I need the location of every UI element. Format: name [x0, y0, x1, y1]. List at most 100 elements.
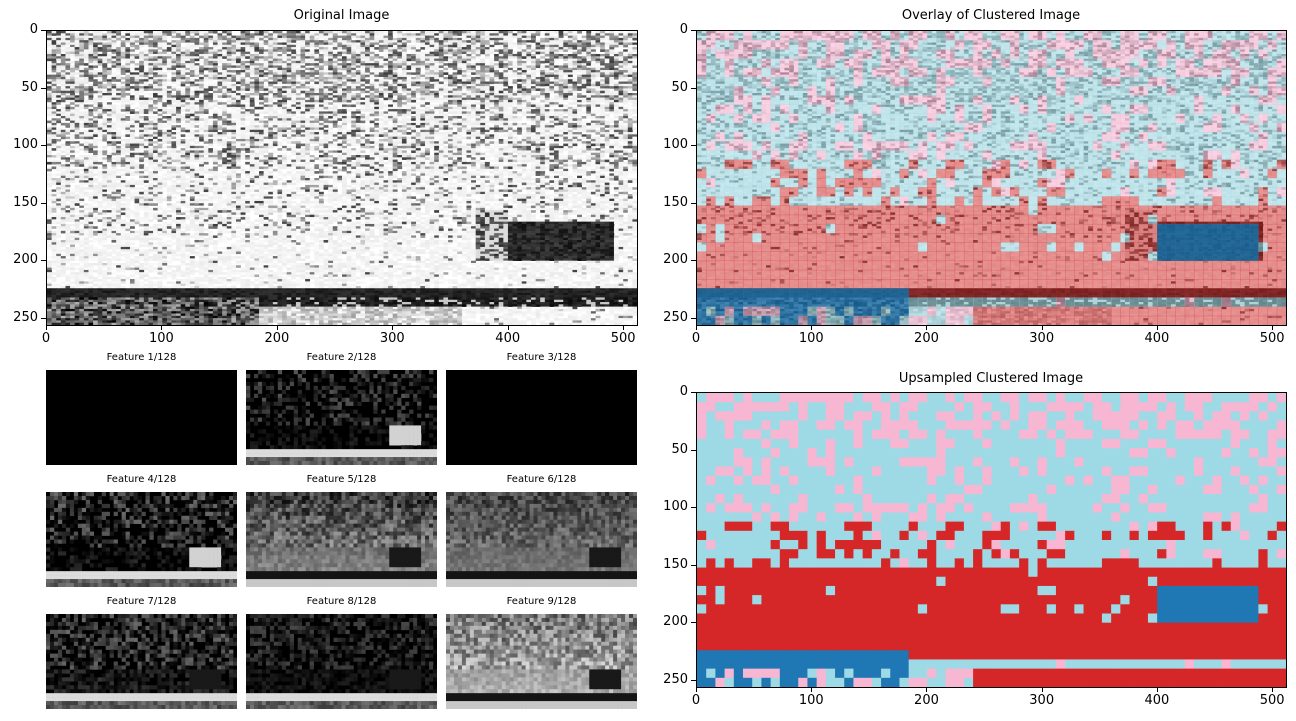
original-image-cell — [148, 113, 154, 117]
original-image-cell — [263, 97, 269, 101]
original-image-cell — [217, 51, 223, 55]
original-image-cell — [337, 53, 343, 57]
original-image-cell — [318, 70, 324, 73]
original-image-cell — [517, 115, 523, 119]
original-image-cell — [365, 37, 370, 41]
original-image-cell — [494, 99, 500, 103]
original-image-cell — [199, 56, 205, 59]
original-image-cell — [540, 109, 546, 112]
original-image-cell — [189, 51, 195, 55]
original-image-cell — [212, 104, 218, 108]
original-image-cell — [332, 120, 338, 124]
original-image-cell — [305, 120, 311, 124]
original-image-cell — [222, 47, 228, 50]
original-image-cell — [627, 70, 633, 73]
original-image-cell — [194, 113, 200, 117]
original-image-cell — [434, 53, 440, 57]
original-image-cell — [47, 51, 52, 55]
original-image-cell — [249, 129, 255, 133]
original-image-cell — [369, 93, 375, 96]
original-image-cell — [171, 93, 177, 96]
original-image-cell — [162, 31, 168, 34]
original-image-cell — [93, 31, 99, 34]
original-image-cell — [623, 109, 629, 112]
original-image-cell — [604, 95, 610, 98]
original-image-cell — [355, 74, 361, 78]
original-image-cell — [323, 95, 329, 98]
original-image-cell — [240, 97, 246, 101]
original-image-cell — [309, 58, 315, 62]
original-image-cell — [554, 53, 559, 57]
original-image-cell — [406, 74, 412, 78]
original-image-cell — [208, 72, 214, 75]
original-image-cell — [595, 104, 601, 108]
original-image-cell — [111, 106, 117, 110]
original-image-cell — [632, 111, 637, 114]
original-image-cell — [494, 97, 500, 101]
original-image-cell — [337, 72, 343, 75]
original-image-cell — [401, 93, 407, 96]
original-image-cell — [157, 53, 163, 57]
original-image-cell — [480, 122, 486, 126]
original-image-cell — [572, 86, 578, 89]
original-image-cell — [47, 102, 52, 105]
original-image-cell — [563, 95, 569, 98]
original-image-cell — [618, 63, 624, 66]
original-image-cell — [609, 90, 615, 94]
original-image-cell — [189, 53, 195, 57]
original-image-cell — [586, 44, 592, 48]
original-image-cell — [171, 111, 177, 114]
original-image-cell — [600, 125, 606, 128]
original-image-cell — [452, 83, 458, 87]
original-image-cell — [448, 118, 453, 121]
original-image-cell — [277, 95, 283, 98]
original-image-cell — [618, 72, 624, 75]
original-image-cell — [323, 122, 329, 126]
original-image-cell — [549, 76, 555, 80]
original-image-cell — [448, 109, 453, 112]
original-image-cell — [415, 132, 421, 135]
original-image-cell — [148, 33, 154, 36]
original-image-cell — [139, 67, 145, 71]
original-image-cell — [199, 127, 205, 131]
original-image-cell — [249, 111, 255, 114]
original-image-cell — [83, 109, 89, 112]
original-image-cell — [102, 113, 108, 117]
original-image-cell — [448, 115, 453, 119]
original-image-cell — [429, 132, 435, 135]
original-image-cell — [97, 127, 103, 131]
original-image-cell — [116, 109, 122, 112]
original-image-cell — [282, 40, 287, 43]
original-image-cell — [291, 111, 297, 114]
original-image-cell — [235, 115, 241, 119]
original-image-cell — [420, 83, 426, 87]
original-image-cell — [111, 95, 117, 98]
original-image-cell — [203, 44, 209, 48]
original-image-cell — [74, 90, 80, 94]
original-image-cell — [143, 118, 149, 121]
original-image-cell — [286, 44, 292, 48]
original-image-cell — [217, 81, 223, 85]
original-image-cell — [443, 113, 449, 117]
original-image-cell — [420, 86, 426, 89]
original-image-cell — [351, 44, 357, 48]
original-image-cell — [235, 132, 241, 135]
original-image-cell — [286, 93, 292, 96]
original-image-cell — [452, 67, 458, 71]
original-image-cell — [300, 67, 306, 71]
original-image-cell — [429, 47, 435, 50]
original-image-cell — [194, 125, 200, 128]
original-image-cell — [471, 102, 476, 105]
original-image-cell — [134, 47, 140, 50]
original-image-cell — [475, 76, 481, 80]
original-image-cell — [226, 33, 232, 36]
original-image-cell — [512, 79, 518, 82]
original-image-cell — [632, 127, 637, 131]
original-image-cell — [314, 76, 320, 80]
original-image-cell — [415, 88, 421, 92]
original-image-cell — [328, 113, 334, 117]
original-image-cell — [577, 63, 582, 66]
original-image-cell — [282, 44, 287, 48]
original-image-cell — [166, 31, 172, 34]
original-image-cell — [56, 33, 62, 36]
